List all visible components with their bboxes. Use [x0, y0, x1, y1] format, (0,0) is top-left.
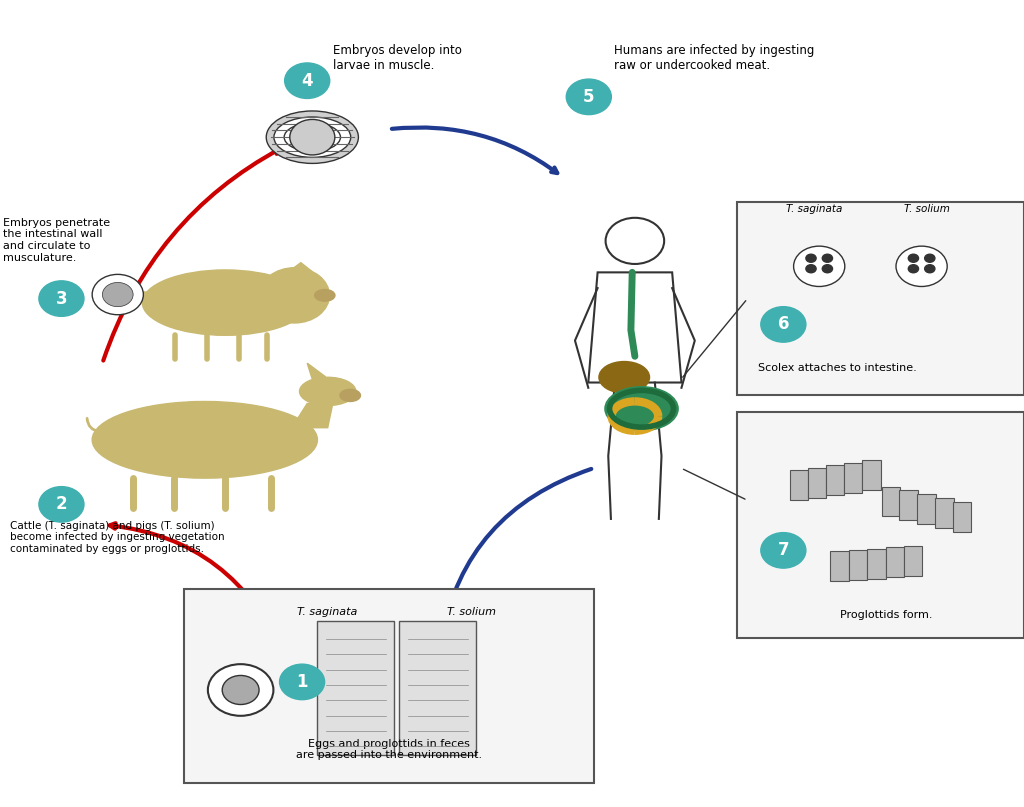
FancyBboxPatch shape	[904, 546, 923, 576]
Text: T. solium: T. solium	[446, 608, 496, 617]
FancyBboxPatch shape	[317, 621, 394, 755]
Circle shape	[285, 63, 330, 98]
Ellipse shape	[92, 402, 317, 478]
FancyBboxPatch shape	[862, 460, 881, 490]
FancyBboxPatch shape	[844, 463, 862, 493]
FancyBboxPatch shape	[953, 502, 972, 532]
Circle shape	[39, 487, 84, 522]
FancyBboxPatch shape	[399, 621, 476, 755]
Text: Embryos develop into
larvae in muscle.: Embryos develop into larvae in muscle.	[333, 44, 462, 73]
Text: Humans are infected by ingesting
raw or undercooked meat.: Humans are infected by ingesting raw or …	[614, 44, 815, 73]
FancyBboxPatch shape	[918, 494, 936, 524]
Ellipse shape	[599, 362, 649, 393]
Ellipse shape	[284, 123, 340, 152]
FancyBboxPatch shape	[830, 551, 849, 581]
Polygon shape	[588, 273, 682, 383]
FancyBboxPatch shape	[935, 498, 953, 528]
Text: Eggs and proglottids in feces
are passed into the environment.: Eggs and proglottids in feces are passed…	[296, 738, 482, 760]
FancyBboxPatch shape	[867, 549, 886, 579]
FancyBboxPatch shape	[882, 487, 900, 516]
Circle shape	[259, 268, 330, 323]
Circle shape	[925, 254, 935, 262]
Ellipse shape	[340, 390, 360, 402]
FancyBboxPatch shape	[825, 466, 844, 495]
Circle shape	[896, 246, 947, 286]
Ellipse shape	[142, 270, 308, 336]
Text: 2: 2	[55, 495, 68, 513]
Ellipse shape	[299, 377, 356, 405]
Text: 3: 3	[55, 290, 68, 307]
Circle shape	[822, 254, 833, 262]
Circle shape	[822, 265, 833, 273]
Circle shape	[806, 254, 816, 262]
FancyBboxPatch shape	[790, 470, 808, 500]
Circle shape	[208, 664, 273, 716]
Circle shape	[566, 79, 611, 115]
Circle shape	[761, 533, 806, 568]
Text: 6: 6	[777, 316, 790, 333]
Circle shape	[908, 265, 919, 273]
Text: 5: 5	[583, 88, 595, 106]
FancyBboxPatch shape	[886, 547, 904, 577]
Circle shape	[908, 254, 919, 262]
Circle shape	[222, 675, 259, 705]
Text: T. solium: T. solium	[904, 204, 949, 214]
Text: Scolex attaches to intestine.: Scolex attaches to intestine.	[758, 363, 916, 373]
Ellipse shape	[274, 117, 350, 157]
Circle shape	[605, 218, 665, 264]
Text: 1: 1	[296, 673, 308, 691]
Text: T. saginata: T. saginata	[298, 608, 357, 617]
Circle shape	[761, 307, 806, 342]
Circle shape	[290, 119, 335, 155]
Polygon shape	[307, 363, 326, 379]
Polygon shape	[288, 263, 313, 272]
Text: 7: 7	[777, 541, 790, 559]
Circle shape	[806, 265, 816, 273]
Circle shape	[92, 274, 143, 315]
Polygon shape	[292, 404, 333, 428]
FancyBboxPatch shape	[737, 412, 1024, 638]
Text: Cattle (T. saginata) and pigs (T. solium)
become infected by ingesting vegetatio: Cattle (T. saginata) and pigs (T. solium…	[10, 521, 225, 554]
Ellipse shape	[605, 387, 678, 431]
Circle shape	[102, 282, 133, 307]
FancyBboxPatch shape	[899, 491, 918, 521]
Ellipse shape	[314, 290, 335, 301]
FancyBboxPatch shape	[849, 550, 867, 579]
Circle shape	[794, 246, 845, 286]
Text: 4: 4	[301, 72, 313, 90]
FancyBboxPatch shape	[808, 468, 826, 498]
Text: T. saginata: T. saginata	[785, 204, 843, 214]
Ellipse shape	[266, 111, 358, 163]
FancyBboxPatch shape	[737, 202, 1024, 395]
Text: Proglottids form.: Proglottids form.	[840, 610, 932, 620]
Circle shape	[925, 265, 935, 273]
Circle shape	[280, 664, 325, 700]
Text: Embryos penetrate
the intestinal wall
and circulate to
musculature.: Embryos penetrate the intestinal wall an…	[3, 218, 111, 263]
Circle shape	[39, 281, 84, 316]
FancyBboxPatch shape	[184, 589, 594, 783]
